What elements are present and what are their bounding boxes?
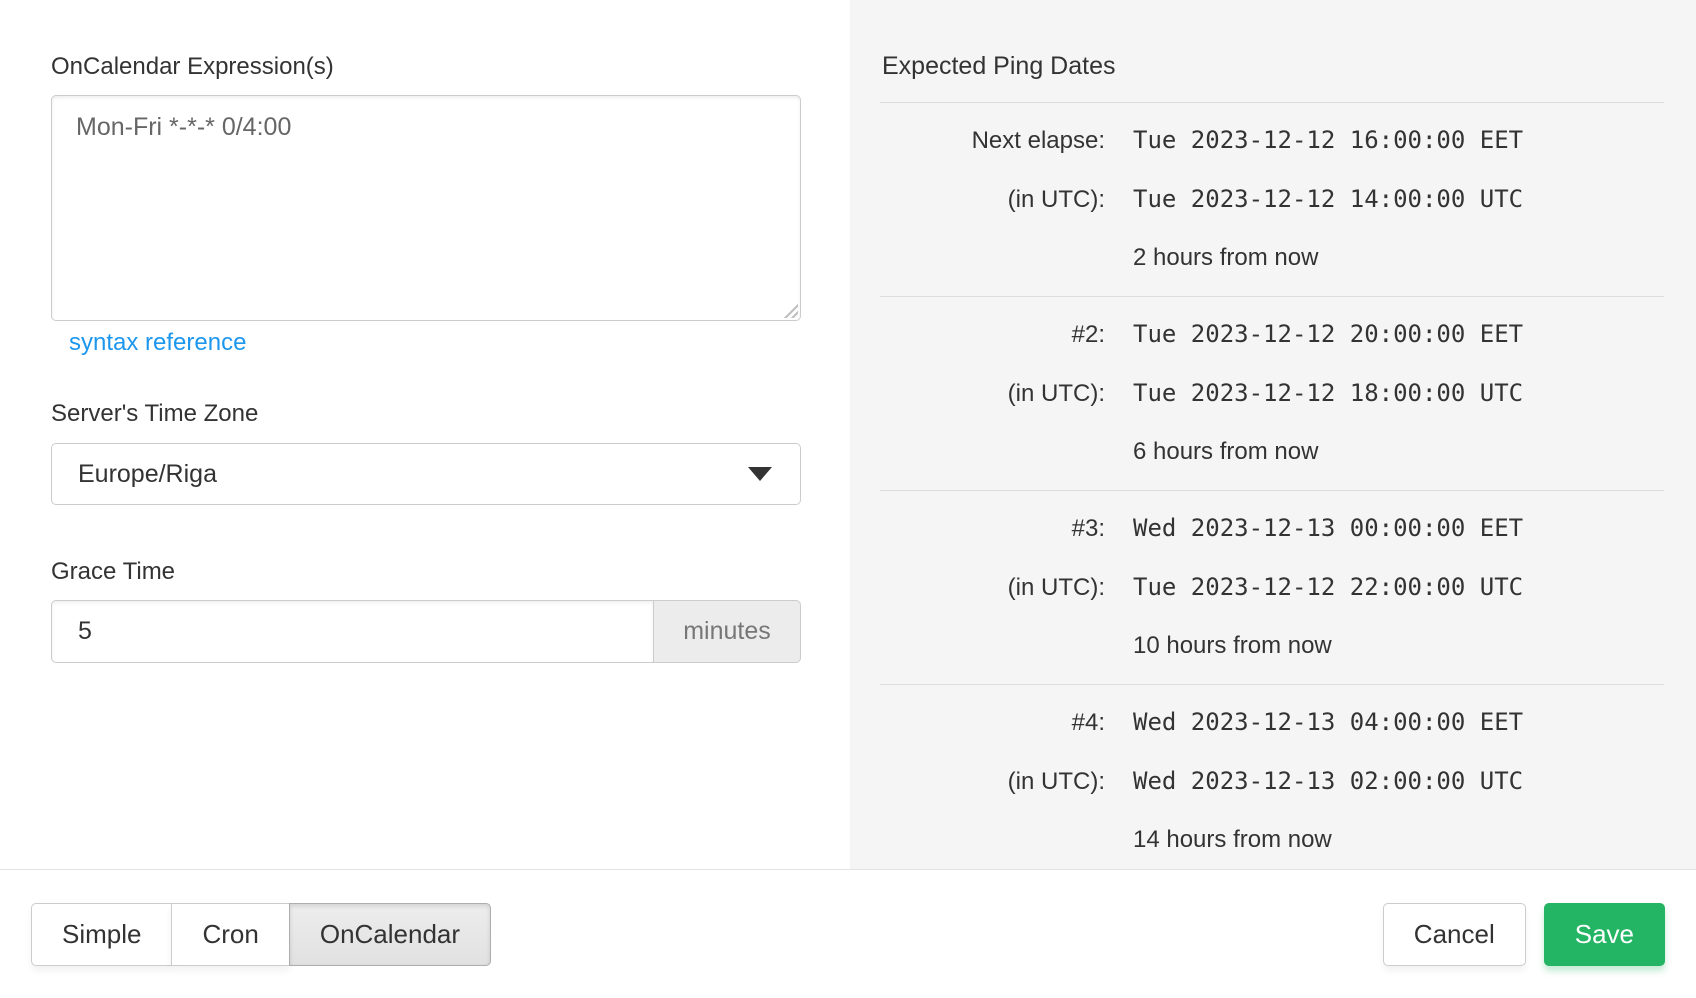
ping-local-date: Wed 2023-12-13 04:00:00 EET <box>1133 708 1524 736</box>
timezone-select[interactable]: Europe/Riga <box>51 443 801 505</box>
mode-button-oncalendar[interactable]: OnCalendar <box>288 903 492 966</box>
footer-actions: Cancel Save <box>1382 903 1665 966</box>
ping-row-label: #2: <box>1071 321 1105 348</box>
ping-utc-date: Wed 2023-12-13 02:00:00 UTC <box>1133 767 1524 795</box>
timezone-selected-value: Europe/Riga <box>78 459 217 488</box>
ping-row: #2: Tue 2023-12-12 20:00:00 EET (in UTC)… <box>880 296 1664 490</box>
ping-local-date: Wed 2023-12-13 00:00:00 EET <box>1133 514 1524 542</box>
ping-row: Next elapse: Tue 2023-12-12 16:00:00 EET… <box>880 103 1664 296</box>
chevron-down-icon <box>748 467 772 481</box>
ping-relative-time: 10 hours from now <box>1133 632 1332 659</box>
schedule-form-pane: OnCalendar Expression(s) Mon-Fri *-*-* 0… <box>0 0 850 869</box>
dialog-body: OnCalendar Expression(s) Mon-Fri *-*-* 0… <box>0 0 1696 869</box>
ping-utc-date: Tue 2023-12-12 14:00:00 UTC <box>1133 185 1524 213</box>
schedule-mode-switcher: Simple Cron OnCalendar <box>31 903 492 966</box>
timezone-label: Server's Time Zone <box>51 400 259 427</box>
expression-field-wrap: Mon-Fri *-*-* 0/4:00 <box>51 95 801 321</box>
syntax-reference-link[interactable]: syntax reference <box>69 329 247 356</box>
ping-row: #3: Wed 2023-12-13 00:00:00 EET (in UTC)… <box>880 490 1664 684</box>
expression-label: OnCalendar Expression(s) <box>51 53 334 80</box>
ping-row-label: #4: <box>1071 709 1105 736</box>
cancel-button[interactable]: Cancel <box>1382 903 1526 966</box>
ping-utc-date: Tue 2023-12-12 18:00:00 UTC <box>1133 379 1524 407</box>
ping-row-label: Next elapse: <box>971 127 1105 154</box>
ping-utc-label: (in UTC): <box>1007 186 1105 213</box>
grace-time-label: Grace Time <box>51 558 176 585</box>
grace-time-unit: minutes <box>654 600 801 663</box>
ping-local-date: Tue 2023-12-12 16:00:00 EET <box>1133 126 1524 154</box>
ping-row: #4: Wed 2023-12-13 04:00:00 EET (in UTC)… <box>880 684 1664 878</box>
ping-relative-time: 14 hours from now <box>1133 826 1332 853</box>
mode-button-cron[interactable]: Cron <box>171 903 290 966</box>
save-button[interactable]: Save <box>1543 903 1665 966</box>
ping-relative-time: 6 hours from now <box>1133 438 1319 465</box>
ping-utc-date: Tue 2023-12-12 22:00:00 UTC <box>1133 573 1524 601</box>
dialog-footer: Simple Cron OnCalendar Cancel Save <box>0 869 1696 998</box>
ping-relative-time: 2 hours from now <box>1133 244 1319 271</box>
mode-button-simple[interactable]: Simple <box>31 903 173 966</box>
ping-utc-label: (in UTC): <box>1007 380 1105 407</box>
grace-time-input[interactable] <box>51 600 654 663</box>
ping-local-date: Tue 2023-12-12 20:00:00 EET <box>1133 320 1524 348</box>
ping-utc-label: (in UTC): <box>1007 768 1105 795</box>
oncalendar-expression-input[interactable]: Mon-Fri *-*-* 0/4:00 <box>51 95 801 321</box>
grace-time-group: minutes <box>51 600 801 663</box>
ping-utc-label: (in UTC): <box>1007 574 1105 601</box>
expected-ping-dates-panel: Expected Ping Dates Next elapse: Tue 202… <box>850 0 1696 869</box>
ping-row-label: #3: <box>1071 515 1105 542</box>
ping-dates-table: Next elapse: Tue 2023-12-12 16:00:00 EET… <box>880 102 1664 878</box>
expected-ping-dates-title: Expected Ping Dates <box>882 52 1116 80</box>
